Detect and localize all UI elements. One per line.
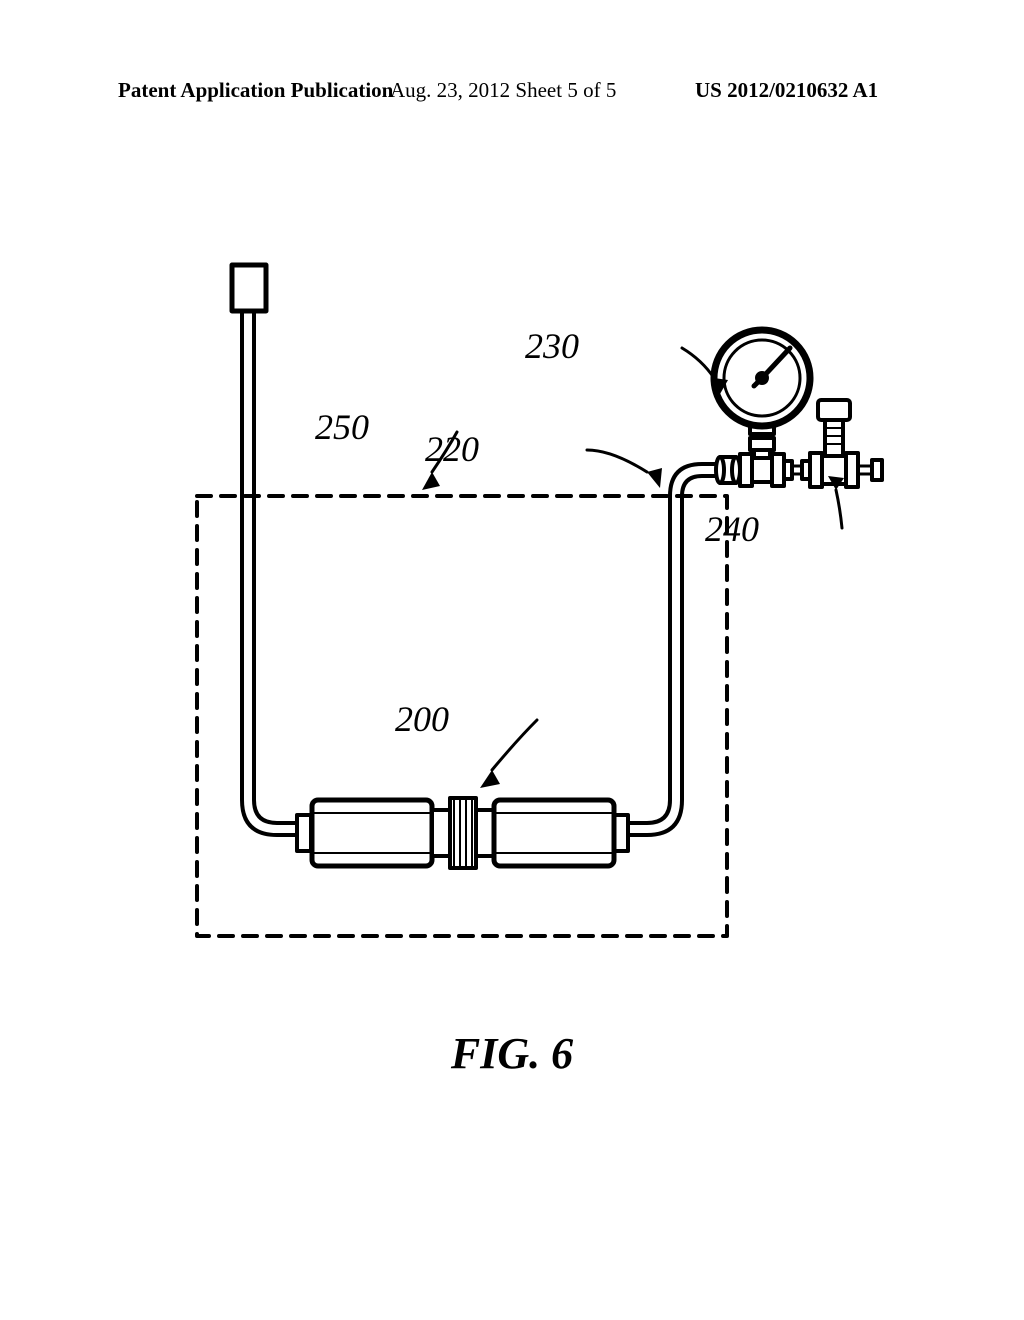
left-tube-fitting (297, 815, 311, 851)
leader-220 (587, 450, 647, 472)
ref-label-250: 250 (315, 406, 369, 448)
ref-label-200: 200 (395, 698, 449, 740)
figure-6 (122, 240, 902, 1000)
leader-230 (682, 348, 714, 378)
figure-caption: FIG. 6 (0, 1028, 1024, 1079)
valve-240 (810, 400, 858, 487)
figure-svg (122, 240, 902, 1000)
header-left: Patent Application Publication (118, 78, 393, 103)
ref-label-220: 220 (425, 428, 479, 470)
patent-page: Patent Application Publication Aug. 23, … (0, 0, 1024, 1320)
header-right: US 2012/0210632 A1 (695, 78, 878, 103)
thermocouple-line-inner (254, 311, 297, 823)
reactor-assembly (312, 798, 614, 868)
gas-line-inner (628, 496, 670, 823)
header-center: Aug. 23, 2012 Sheet 5 of 5 (390, 78, 616, 103)
leader-240 (836, 490, 842, 528)
thermocouple-line-outer (242, 311, 297, 835)
thermocouple-plug (232, 265, 266, 311)
ref-label-240: 240 (705, 508, 759, 550)
gas-line-bend-top-inner (670, 464, 720, 496)
leader-200 (492, 720, 537, 770)
ref-label-230: 230 (525, 325, 579, 367)
gas-line-bend-top-outer (682, 476, 720, 496)
gas-line-outer (628, 496, 682, 835)
